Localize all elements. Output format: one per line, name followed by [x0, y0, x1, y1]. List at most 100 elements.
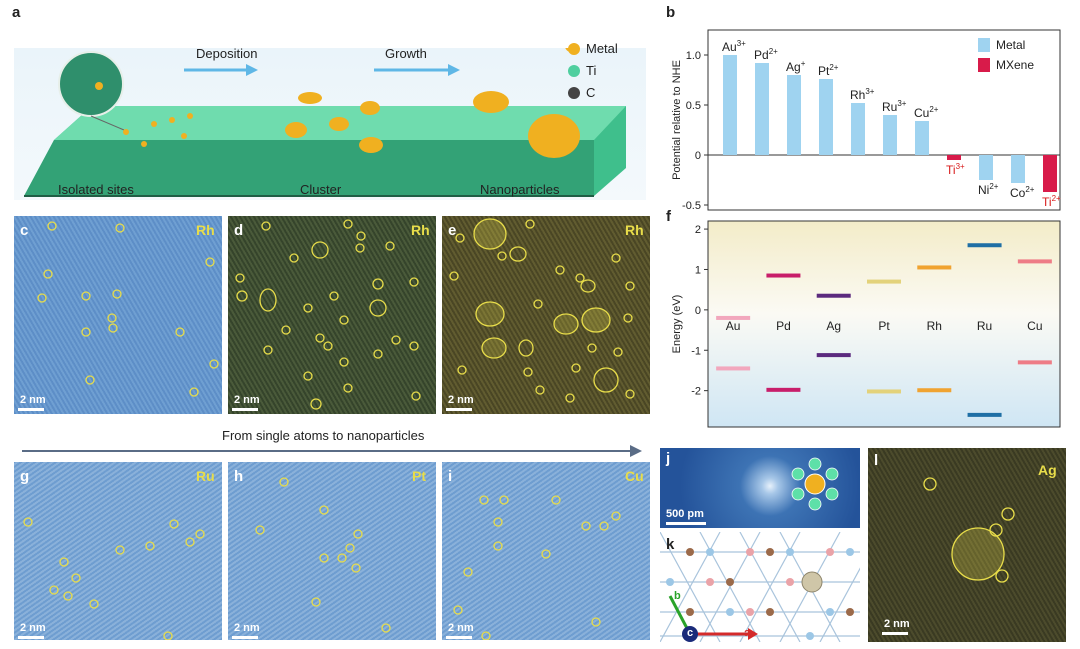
chart-b-ytick-label: -0.5: [682, 200, 701, 212]
panel-label-g: g: [20, 468, 30, 485]
metal-bar: [915, 121, 929, 155]
panel-label-l: l: [874, 452, 879, 469]
panel-j-image: [660, 448, 860, 528]
panel-label-e: e: [448, 222, 457, 239]
legend-c: C: [568, 82, 618, 104]
chart-f-category-label: Ru: [977, 319, 992, 333]
panel-g-markers: [23, 517, 205, 640]
metal-bar: [1011, 155, 1025, 183]
panel-c-markers: [37, 221, 219, 397]
scale-bar-j: [666, 522, 706, 525]
scale-bar-l: [882, 632, 908, 635]
scale-label-d: 2 nm: [234, 394, 260, 406]
energy-level-upper: [766, 273, 801, 278]
chart-f-category-label: Pd: [776, 319, 791, 333]
energy-level-lower: [816, 353, 851, 358]
chart-b-legend-label: Metal: [996, 38, 1025, 52]
energy-level-upper: [1017, 259, 1052, 264]
single-atoms-arrow: [22, 450, 632, 452]
scale-bar-h: [232, 636, 258, 639]
chart-b-ytick-label: 0.5: [686, 100, 701, 112]
chart-f-ytick-label: 2: [695, 224, 701, 236]
chart-f-category-label: Rh: [927, 319, 942, 333]
panel-d-image: [228, 216, 436, 414]
scale-label-l: 2 nm: [884, 618, 910, 630]
panel-l-markers: [923, 477, 1015, 583]
element-label-c: Rh: [196, 222, 215, 238]
panel-label-i: i: [448, 468, 453, 485]
chart-b-legend-label: MXene: [996, 58, 1034, 72]
energy-level-lower: [867, 389, 901, 394]
energy-level-upper: [917, 265, 952, 270]
bar-label: Ti3+: [946, 162, 965, 177]
chart-f-ylabel: Energy (eV): [671, 295, 683, 354]
scale-bar-d: [232, 408, 258, 411]
panel-e-markers: [449, 218, 635, 403]
panel-label-j: j: [666, 450, 671, 467]
chart-f-ytick-label: -2: [691, 386, 701, 398]
element-label-g: Ru: [196, 468, 215, 484]
axis-c-label: c: [687, 627, 694, 639]
element-label-d: Rh: [411, 222, 430, 238]
panel-k-lattice: [660, 532, 860, 642]
panel-h-image: [228, 462, 436, 640]
scale-label-c: 2 nm: [20, 394, 46, 406]
bar-label: Pt2+: [818, 63, 839, 78]
single-atoms-arrowhead: [630, 445, 642, 457]
bar-label: Au3+: [722, 39, 746, 54]
panel-d-markers: [235, 219, 421, 410]
panel-e-image: [442, 216, 650, 414]
lattice-diagram: [660, 532, 860, 642]
scale-bar-e: [446, 408, 472, 411]
bar-label: Ag+: [786, 59, 806, 74]
axis-a-label: a: [744, 627, 751, 639]
bar-label: Ru3+: [882, 99, 907, 114]
chart-b-legend-swatch: [978, 58, 990, 72]
energy-level-lower: [1017, 360, 1052, 365]
chart-f-ytick-label: -1: [691, 345, 701, 357]
panel-label-k: k: [666, 536, 675, 553]
panel-label-f: f: [666, 208, 671, 225]
bar-label: Co2+: [1010, 185, 1035, 200]
element-label-i: Cu: [625, 468, 644, 484]
panel-g-image: [14, 462, 222, 640]
bar-label: Cu2+: [914, 105, 939, 120]
chart-f-category-label: Au: [726, 319, 741, 333]
panel-a-legend: Metal Ti C: [568, 38, 618, 104]
chart-f-category-label: Cu: [1027, 319, 1042, 333]
mxene-schematic: [24, 48, 626, 197]
metal-bar: [979, 155, 993, 180]
bar-label: Ti2+: [1042, 194, 1061, 209]
stage-isolated: Isolated sites: [58, 182, 134, 197]
axis-b-label: b: [674, 590, 681, 602]
chart-f: 2 1 0 -1 -2 Energy (eV) Au Pd Ag Pt Rh Ru Cu: [671, 220, 1061, 428]
panel-label-a: a: [12, 4, 21, 21]
element-label-e: Rh: [625, 222, 644, 238]
panel-a-schematic: [14, 48, 646, 200]
chart-b: 1.0 0.5 0 -0.5 Potential relative to NHE Au3+…: [671, 29, 1061, 212]
scale-bar-i: [446, 636, 472, 639]
chart-f-category-label: Ag: [826, 319, 841, 333]
metal-bar: [723, 55, 737, 155]
growth-label: Growth: [385, 46, 427, 61]
panel-label-b: b: [666, 4, 676, 21]
metal-bar: [755, 63, 769, 155]
scale-label-j: 500 pm: [666, 508, 704, 520]
scale-bar-g: [18, 636, 44, 639]
chart-f-ytick-label: 1: [695, 264, 701, 276]
bar-label: Ni2+: [978, 182, 999, 197]
chart-f-category-label: Pt: [878, 319, 890, 333]
mxene-bar: [1043, 155, 1057, 192]
scale-label-h: 2 nm: [234, 622, 260, 634]
metal-bar: [851, 103, 865, 155]
panel-c-image: [14, 216, 222, 414]
scale-label-e: 2 nm: [448, 394, 474, 406]
energy-level-lower: [967, 412, 1002, 417]
panel-j-atom-model: [791, 457, 839, 511]
panel-label-h: h: [234, 468, 244, 485]
bar-label: Pd2+: [754, 47, 778, 62]
chart-f-ytick-label: 0: [695, 305, 701, 317]
deposition-label: Deposition: [196, 46, 258, 61]
stage-nanoparticles: Nanoparticles: [480, 182, 560, 197]
panel-i-markers: [453, 495, 621, 640]
